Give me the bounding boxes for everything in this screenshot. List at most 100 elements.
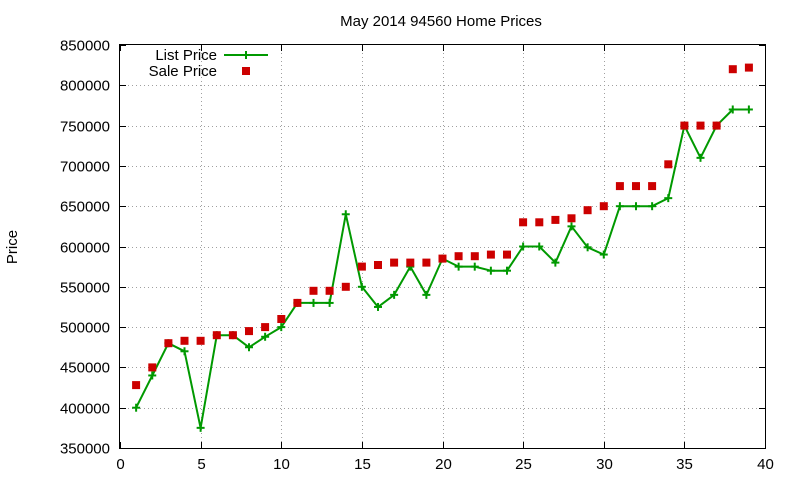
list-price-point [535, 242, 544, 251]
list-price-point [422, 290, 431, 299]
sale-price-point [696, 121, 705, 130]
list-price-point [374, 302, 382, 311]
sale-price-point [325, 286, 334, 295]
x-tick-label: 5 [197, 456, 205, 473]
list-price-point [148, 371, 157, 380]
sale-price-point [180, 336, 189, 345]
list-price-point [132, 403, 141, 412]
sale-price-point [164, 339, 173, 348]
list-price-point [341, 210, 350, 219]
list-price-point [519, 242, 528, 251]
x-tick-labels: 0 5 10 15 20 25 30 35 40 [116, 456, 774, 473]
y-tick-label: 700000 [60, 159, 110, 176]
list-price-point [180, 347, 189, 356]
y-tick-label: 650000 [60, 199, 110, 216]
y-tick-label: 800000 [60, 78, 110, 95]
list-price-point [583, 243, 592, 252]
sale-price-point [438, 254, 447, 263]
sale-price-point [648, 182, 657, 191]
x-tick-label: 10 [273, 456, 290, 473]
sale-price-point [599, 202, 608, 211]
legend-label-sale-price: Sale Price [149, 63, 217, 80]
sale-price-point [583, 206, 592, 215]
list-price-point [632, 202, 640, 211]
sale-price-point [277, 315, 286, 323]
sale-price-point [132, 381, 141, 390]
plot-frame [119, 44, 766, 449]
sale-price-point [422, 258, 431, 267]
sale-price-point [664, 160, 673, 169]
y-tick-label: 500000 [60, 320, 110, 337]
list-price-point [454, 262, 463, 271]
x-tick-label: 0 [116, 456, 124, 473]
legend-label-list-price: List Price [155, 47, 217, 64]
y-tick-labels: 350000 400000 450000 500000 550000 600000 6500… [60, 38, 110, 458]
list-price-point [728, 105, 737, 114]
list-price-point [486, 266, 495, 275]
list-price-point [277, 323, 286, 332]
list-price-point [503, 266, 511, 275]
sale-price-point [357, 262, 366, 271]
grid [120, 45, 765, 448]
sale-price-point [390, 258, 399, 267]
x-tick-label: 35 [676, 456, 693, 473]
sale-price-point [519, 218, 528, 227]
x-tick-label: 40 [757, 456, 774, 473]
sale-price-point [406, 258, 415, 267]
sale-price-point [567, 214, 576, 223]
sale-price-point [228, 331, 237, 340]
sale-price-series [132, 63, 753, 390]
sale-price-point [615, 182, 624, 191]
list-price-point [599, 250, 608, 259]
y-tick-label: 850000 [60, 38, 110, 55]
x-tick-label: 15 [354, 456, 371, 473]
list-price-point [615, 202, 624, 211]
y-tick-label: 750000 [60, 119, 110, 136]
list-price-point [470, 262, 479, 271]
list-price-point [357, 282, 366, 291]
x-tick-label: 20 [435, 456, 452, 473]
sale-price-point [293, 298, 302, 307]
x-tick-label: 25 [515, 456, 532, 473]
y-tick-label: 450000 [60, 360, 110, 377]
list-price-point [664, 194, 673, 203]
list-price-point [309, 298, 318, 307]
sale-price-point [744, 63, 753, 72]
list-price-point [648, 202, 657, 211]
y-tick-label: 600000 [60, 240, 110, 257]
list-price-point [744, 105, 753, 114]
y-tick-label: 400000 [60, 401, 110, 418]
sale-price-point [712, 121, 721, 130]
sale-price-point [261, 323, 270, 332]
list-price-series [132, 105, 753, 432]
legend-marker-list-price [242, 51, 250, 59]
list-price-point [696, 153, 705, 162]
axis-ticks [120, 45, 766, 449]
list-price-line [135, 108, 749, 429]
list-price-point [551, 258, 560, 267]
sale-price-point [212, 331, 221, 340]
list-price-point [390, 290, 399, 299]
sale-price-point [374, 261, 382, 269]
sale-price-point [728, 65, 737, 74]
sale-price-point [535, 218, 544, 227]
list-price-point [196, 423, 205, 432]
sale-price-point [680, 121, 689, 130]
sale-price-point [470, 252, 479, 261]
y-axis-label: Price [4, 230, 21, 264]
sale-price-point [632, 182, 640, 191]
sale-price-point [503, 250, 511, 259]
sale-price-point [309, 286, 318, 295]
sale-price-point [454, 252, 463, 261]
sale-price-point [486, 250, 495, 259]
list-price-point [567, 222, 576, 231]
chart-title: May 2014 94560 Home Prices [340, 13, 542, 30]
sale-price-point [551, 215, 560, 224]
y-tick-label: 350000 [60, 441, 110, 458]
list-price-point [245, 343, 253, 352]
list-price-point [325, 298, 334, 307]
sale-price-point [245, 327, 253, 336]
sale-price-point [341, 282, 350, 291]
legend: List Price Sale Price [149, 47, 268, 80]
